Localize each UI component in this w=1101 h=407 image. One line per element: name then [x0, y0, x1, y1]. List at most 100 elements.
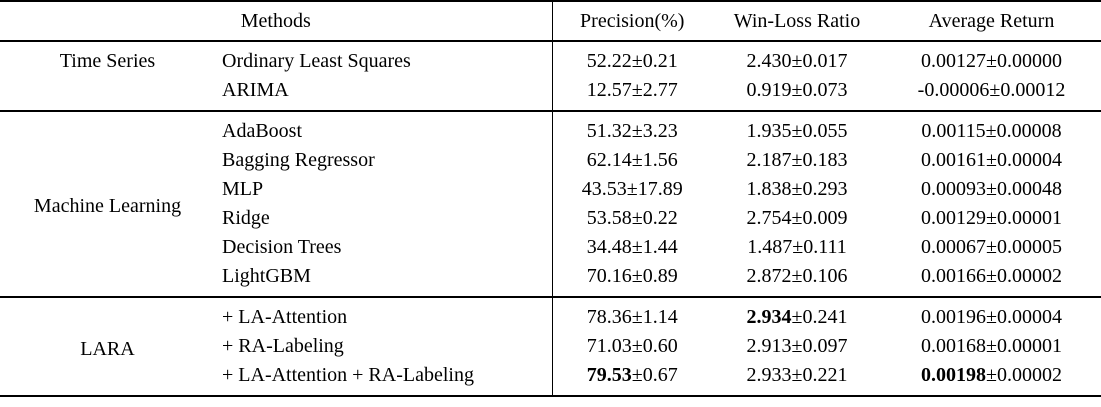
value-cell: 53.58±0.22 [551, 204, 712, 233]
value-main: 62.14 [586, 149, 632, 171]
value-cell: 34.48±1.44 [551, 233, 712, 262]
value-stddev: ±0.00004 [986, 149, 1062, 171]
column-header-methods: Methods [0, 1, 552, 42]
value-cell: 12.57±2.77 [551, 76, 712, 111]
value-stddev: ±0.89 [631, 265, 678, 287]
value-cell: 0.00129±0.00001 [882, 204, 1101, 233]
value-stddev: ±0.00002 [986, 364, 1062, 386]
group-cell: Time Series [59, 50, 156, 72]
value-stddev: ±0.097 [791, 335, 848, 357]
value-cell: 62.14±1.56 [551, 146, 712, 175]
table-row: Machine Learning AdaBoost 51.32±3.23 1.935±… [0, 111, 1101, 217]
method-cell: LightGBM [222, 265, 311, 287]
value-stddev: ±2.77 [631, 79, 678, 101]
value-cell: 2.430±0.017 [712, 41, 882, 76]
value-cell: 0.00196±0.00004 [882, 297, 1101, 332]
value-stddev: ±0.00048 [986, 178, 1062, 200]
value-stddev: ±0.221 [791, 364, 848, 386]
section-lara: LARA + LA-Attention 78.36±1.14 2.934±0.241 0… [0, 297, 1101, 396]
value-stddev: ±0.009 [791, 207, 848, 229]
value-stddev: ±0.00005 [986, 236, 1062, 258]
table-row: LARA + LA-Attention 78.36±1.14 2.934±0.241 0… [0, 297, 1101, 360]
value-cell: 0.00198±0.00002 [882, 361, 1101, 396]
value-stddev: ±0.00004 [986, 306, 1062, 328]
value-main: 0.00115 [921, 120, 986, 142]
value-stddev: ±0.60 [631, 335, 678, 357]
value-main: 79.53 [586, 364, 632, 386]
method-cell: + LA-Attention + RA-Labeling [222, 364, 474, 386]
value-main: 2.913 [746, 335, 792, 357]
value-stddev: ±17.89 [626, 178, 683, 200]
value-cell: 0.00168±0.00001 [882, 332, 1101, 361]
value-stddev: ±0.00012 [989, 79, 1066, 101]
value-cell: 2.187±0.183 [712, 146, 882, 175]
method-cell: ARIMA [222, 79, 289, 101]
value-main: 12.57 [586, 79, 632, 101]
value-stddev: ±0.183 [791, 149, 848, 171]
value-stddev: ±1.56 [631, 149, 678, 171]
value-main: 2.934 [746, 306, 792, 328]
value-main: 70.16 [586, 265, 632, 287]
value-stddev: ±0.073 [791, 79, 848, 101]
results-table: Methods Precision(%) Win-Loss Ratio Aver… [0, 0, 1101, 397]
value-main: 51.32 [586, 120, 632, 142]
table-row: + RA-Labeling 71.03±0.60 2.913±0.097 0.0016… [0, 332, 1101, 361]
value-cell: 0.919±0.073 [712, 76, 882, 111]
table-row: Time Series Ordinary Least Squares 52.22±0… [0, 41, 1101, 76]
value-cell: 0.00093±0.00048 [882, 175, 1101, 204]
value-cell: 43.53±17.89 [551, 175, 712, 204]
table-row: + LA-Attention + RA-Labeling 79.53±0.67 2.… [0, 361, 1101, 396]
value-cell: 2.754±0.009 [712, 204, 882, 233]
value-main: 2.187 [746, 149, 792, 171]
value-stddev: ±0.111 [792, 236, 847, 258]
section-machine-learning: Machine Learning AdaBoost 51.32±3.23 1.935±… [0, 111, 1101, 297]
value-cell: 2.933±0.221 [712, 361, 882, 396]
value-stddev: ±1.14 [631, 306, 678, 328]
table-row: Decision Trees 34.48±1.44 1.487±0.111 0.000… [0, 233, 1101, 262]
value-cell: 0.00127±0.00000 [882, 41, 1101, 76]
value-cell: 79.53±0.67 [551, 361, 712, 396]
value-cell: 70.16±0.89 [551, 262, 712, 297]
value-stddev: ±0.22 [631, 207, 678, 229]
value-stddev: ±0.00001 [986, 207, 1062, 229]
value-stddev: ±0.00008 [985, 120, 1062, 142]
table-header: Methods Precision(%) Win-Loss Ratio Aver… [0, 1, 1101, 42]
column-header-precision: Precision(%) [551, 1, 712, 42]
value-stddev: ±0.293 [791, 178, 848, 200]
value-main: 2.430 [746, 50, 792, 72]
value-main: 2.933 [746, 364, 792, 386]
value-main: 0.00067 [921, 236, 986, 258]
value-main: 43.53 [581, 178, 627, 200]
method-cell: MLP [222, 178, 264, 200]
value-stddev: ±1.44 [631, 236, 678, 258]
value-main: 2.754 [746, 207, 792, 229]
method-cell: AdaBoost [222, 120, 302, 142]
table-row: Ridge 53.58±0.22 2.754±0.009 0.00129±0.0000… [0, 204, 1101, 233]
value-main: 71.03 [586, 335, 632, 357]
value-main: 1.838 [746, 178, 792, 200]
group-cell: Machine Learning [33, 195, 182, 217]
group-cell: LARA [80, 337, 135, 360]
value-cell: 52.22±0.21 [551, 41, 712, 76]
column-header-win-loss-ratio: Win-Loss Ratio [712, 1, 882, 42]
value-cell: 0.00115±0.00008 [882, 111, 1101, 146]
value-main: 34.48 [586, 236, 632, 258]
value-cell: 1.935±0.055 [712, 111, 882, 146]
value-cell: 71.03±0.60 [551, 332, 712, 361]
value-stddev: ±3.23 [631, 120, 678, 142]
value-cell: -0.00006±0.00012 [882, 76, 1101, 111]
value-cell: 0.00161±0.00004 [882, 146, 1101, 175]
value-main: 0.00093 [921, 178, 986, 200]
value-main: 0.00166 [921, 265, 986, 287]
method-cell: + LA-Attention [222, 306, 348, 328]
value-stddev: ±0.00001 [986, 335, 1062, 357]
value-cell: 78.36±1.14 [551, 297, 712, 332]
value-stddev: ±0.00000 [986, 50, 1062, 72]
column-header-average-return: Average Return [882, 1, 1101, 42]
value-stddev: ±0.055 [791, 120, 848, 142]
value-stddev: ±0.00002 [986, 265, 1062, 287]
value-cell: 0.00067±0.00005 [882, 233, 1101, 262]
value-main: 2.872 [746, 265, 792, 287]
method-cell: Bagging Regressor [222, 149, 375, 171]
